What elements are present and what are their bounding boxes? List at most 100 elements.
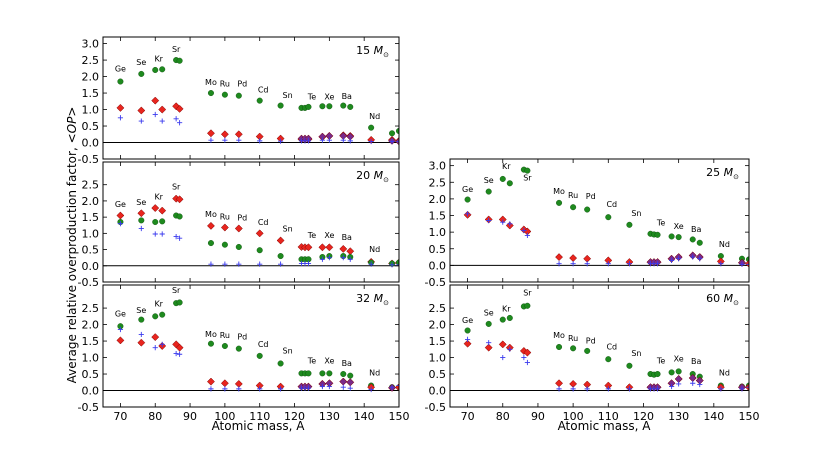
panel-60-xtick-label-1: 80 xyxy=(496,410,510,423)
panel-15-red-point-9 xyxy=(234,130,243,139)
panel-20-ytick-label-0: -0.5 xyxy=(78,276,99,289)
panel-60-ytick-label-0: -0.5 xyxy=(425,401,446,414)
panel-15-ytick-label-5: 2.0 xyxy=(82,71,100,84)
panel-20-red-point-7 xyxy=(206,221,215,230)
panel-25-blue-point-9 xyxy=(605,261,611,267)
panel-60-element-label-sn: Sn xyxy=(631,349,641,358)
panel-15-element-label-se: Se xyxy=(136,58,146,67)
panel-25-green-point-10 xyxy=(605,214,612,221)
panel-25-blue-point-14 xyxy=(669,257,675,263)
panel-15-green-point-21 xyxy=(396,127,399,134)
panel-60-xtick-label-4: 110 xyxy=(598,410,619,423)
panel-20-green-point-8 xyxy=(221,241,228,248)
panel-60-xtick-label-3: 100 xyxy=(563,410,584,423)
panel-20-element-label-ru: Ru xyxy=(220,213,230,222)
panel-15-blue-point-1 xyxy=(138,118,144,124)
panel-32-blue-point-0 xyxy=(117,326,124,333)
panel-20-blue-point-8 xyxy=(236,261,242,267)
panel-32-red-point-3 xyxy=(151,333,160,342)
panel-32-green-point-16 xyxy=(326,370,333,377)
panel-20: -0.5 0.0 0.5 1.0 1.5 2.0 2.5 Ge Se Kr Sr Mo Ru Pd Cd Sn… xyxy=(78,161,400,289)
panel-25-mass-sub: ⊙ xyxy=(733,173,739,181)
panel-32-xtick-label-3: 100 xyxy=(214,410,235,423)
panel-20-mass-label: 20 M⊙ xyxy=(356,169,389,184)
panel-20-red-point-15 xyxy=(318,243,327,252)
panel-20-blue-point-0 xyxy=(117,221,124,227)
panel-60-green-point-16 xyxy=(675,368,682,375)
panel-60-blue-point-15 xyxy=(676,381,682,387)
panel-25-element-label-cd: Cd xyxy=(606,200,617,209)
panel-60-data xyxy=(450,302,749,392)
panel-60-mass-sub: ⊙ xyxy=(733,299,739,307)
panel-15-blue-point-19 xyxy=(389,138,395,145)
panel-60-ytick-label-5: 2.0 xyxy=(429,319,447,332)
panel-20-element-label-mo: Mo xyxy=(205,210,217,219)
panel-60-green-point-10 xyxy=(605,356,612,363)
panel-15-blue-point-14 xyxy=(319,137,325,143)
panel-32-frame xyxy=(102,284,400,408)
panel-20-blue-point-13 xyxy=(305,260,312,267)
panel-15-blue-point-16 xyxy=(340,137,346,143)
panel-15-blue-point-10 xyxy=(278,138,284,144)
panel-25-red-point-8 xyxy=(569,254,578,263)
panel-25-blue-point-2 xyxy=(500,219,506,225)
panel-32-blue-point-6 xyxy=(208,386,214,392)
panel-20-red-point-10 xyxy=(255,229,264,238)
panel-32-green-point-14 xyxy=(305,370,312,377)
panel-20-red-point-4 xyxy=(158,206,167,215)
panel-15-data xyxy=(103,57,399,146)
panel-60-element-label-sr: Sr xyxy=(523,289,532,298)
panel-60-blue-point-1 xyxy=(486,340,492,346)
panel-60-blue-point-13 xyxy=(654,386,661,392)
panel-20-blue-point-9 xyxy=(257,261,263,267)
panel-60-ytick-label-2: 0.5 xyxy=(429,368,447,381)
panel-60-xtick-label-6: 130 xyxy=(668,410,689,423)
panel-20-blue-point-5 xyxy=(177,235,183,241)
panel-25: -0.5 0.0 0.5 1.0 1.5 2.0 2.5 3.0 Ge Se Kr Sr Mo Ru Pd C… xyxy=(425,158,750,289)
panel-25-ytick-label-4: 1.5 xyxy=(429,210,447,223)
panel-20-red-point-9 xyxy=(234,224,243,233)
panel-25-data xyxy=(450,166,749,268)
panel-20-green-point-3 xyxy=(152,218,159,225)
panel-25-mass-value: 25 xyxy=(706,166,724,179)
panel-15-green-point-3 xyxy=(152,66,159,73)
panel-15-ytick-label-6: 2.5 xyxy=(82,54,100,67)
panel-25-element-label-nd: Nd xyxy=(719,240,730,249)
panel-60-blue-point-3 xyxy=(507,346,513,352)
panel-25-mass-label: 25 M⊙ xyxy=(706,166,739,181)
panel-32-green-point-7 xyxy=(207,340,214,347)
panel-15-green-point-2 xyxy=(138,70,145,77)
panel-15-blue-point-20 xyxy=(396,138,399,145)
y-axis-label: Average relative overproduction factor, … xyxy=(65,107,79,384)
panel-25-green-point-8 xyxy=(570,204,577,211)
panel-25-blue-point-3 xyxy=(507,221,513,227)
panel-60-blue-point-18 xyxy=(718,386,724,392)
panel-25-blue-point-10 xyxy=(626,261,632,267)
panel-15-green-point-11 xyxy=(277,102,284,109)
panel-32-blue-point-4 xyxy=(173,350,179,357)
panel-20-blue-point-17 xyxy=(347,256,353,262)
panel-32-red-point-2 xyxy=(137,338,146,347)
panel-20-ytick-label-3: 1.0 xyxy=(82,227,100,240)
panel-15-mass-sub: ⊙ xyxy=(383,51,389,59)
panel-20-green-point-10 xyxy=(256,247,263,254)
panel-25-blue-point-5 xyxy=(524,232,530,239)
panel-20-red-point-18 xyxy=(346,247,355,256)
panel-15-element-label-sr: Sr xyxy=(172,45,181,54)
panel-20-blue-point-20 xyxy=(396,262,399,268)
panel-25-green-point-2 xyxy=(485,188,492,195)
panel-32-element-label-ba: Ba xyxy=(342,359,352,368)
panel-25-element-label-xe: Xe xyxy=(674,222,684,231)
panel-60-mass-value: 60 xyxy=(706,292,724,305)
panel-60-element-label-xe: Xe xyxy=(674,354,684,363)
panel-32-mass-sub: ⊙ xyxy=(383,299,389,307)
panel-32-green-point-17 xyxy=(340,371,347,378)
panel-15-element-label-pd: Pd xyxy=(237,79,247,88)
panel-32-blue-point-13 xyxy=(305,385,312,391)
panel-20-green-point-7 xyxy=(207,240,214,247)
panel-60-ytick-label-6: 2.5 xyxy=(429,302,447,315)
panel-15-ytick-label-0: -0.5 xyxy=(78,153,99,166)
panel-60-xtick-label-8: 150 xyxy=(739,410,760,423)
panel-15-red-point-7 xyxy=(206,129,215,138)
panel-15-green-point-9 xyxy=(235,92,242,99)
